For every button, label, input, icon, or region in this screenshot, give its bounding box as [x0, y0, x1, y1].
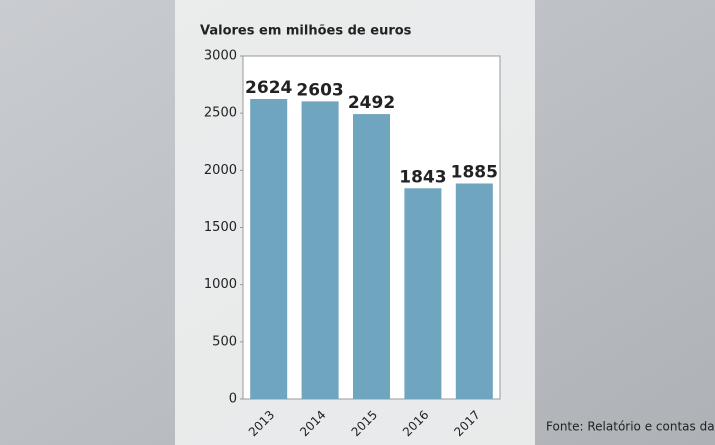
data-label: 2624	[245, 78, 292, 98]
chart-title: Valores em milhões de euros	[200, 24, 412, 39]
data-label: 1843	[399, 167, 446, 187]
y-tick-label: 500	[212, 334, 237, 349]
y-tick-label: 2000	[204, 163, 237, 178]
bar	[250, 98, 288, 400]
data-label: 2603	[296, 80, 343, 100]
y-tick-label: 2500	[204, 106, 237, 121]
data-label: 1885	[451, 162, 498, 182]
y-tick-label: 1000	[204, 277, 237, 292]
data-label: 2492	[348, 93, 395, 113]
bar	[301, 101, 339, 400]
y-tick-label: 0	[229, 392, 237, 407]
source-note: Fonte: Relatório e contas da Ci	[546, 420, 715, 434]
bar	[404, 188, 442, 399]
bar	[455, 183, 493, 399]
bar	[352, 114, 391, 400]
y-tick-label: 1500	[204, 220, 237, 235]
y-tick-label: 3000	[204, 49, 237, 64]
